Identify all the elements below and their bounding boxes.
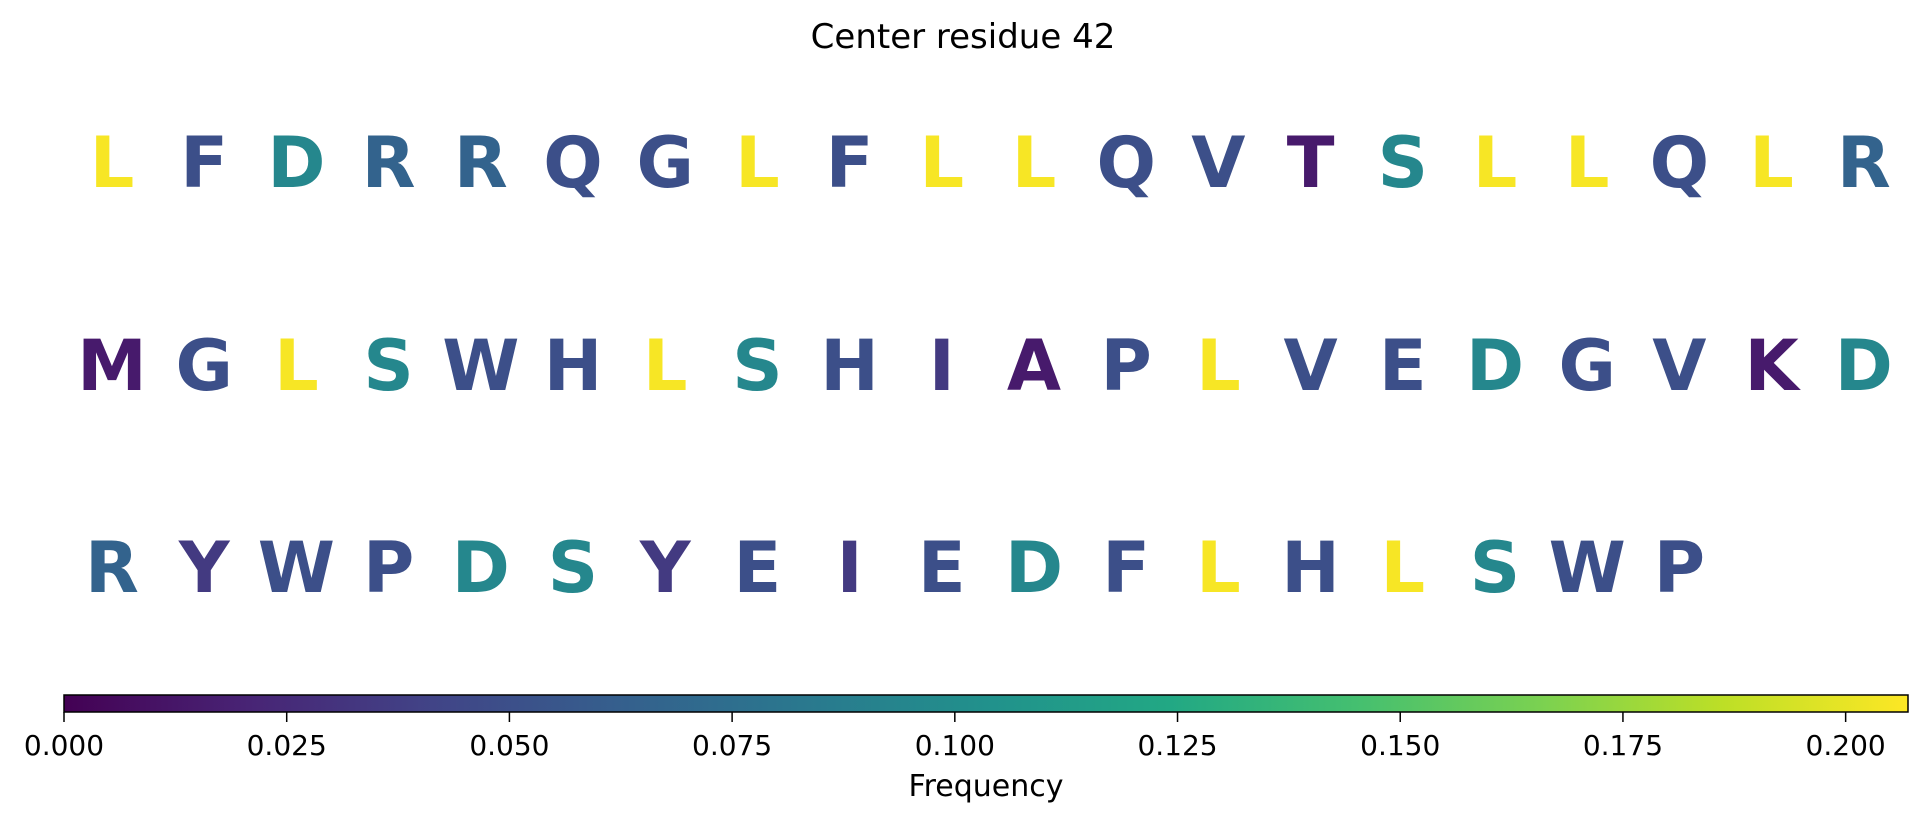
colorbar-tick-label: 0.100 xyxy=(915,729,995,762)
residue-letter: M xyxy=(77,325,147,407)
residue-letter: L xyxy=(90,122,135,204)
colorbar-tick-label: 0.050 xyxy=(469,729,549,762)
residue-letter: V xyxy=(1284,325,1338,407)
residue-letter: L xyxy=(1749,122,1794,204)
residue-letter: L xyxy=(1565,122,1610,204)
colorbar-ticks: 0.000 0.025 0.050 0.075 0.100 0.125 0.150 0.175… xyxy=(24,712,1886,762)
residue-letter: E xyxy=(733,527,781,609)
residue-letter: S xyxy=(548,527,598,609)
colorbar-tick-label: 0.075 xyxy=(692,729,772,762)
residue-letter: D xyxy=(1005,527,1063,609)
residue-letter: W xyxy=(442,325,519,407)
residue-letter: L xyxy=(1196,527,1241,609)
residue-letter: I xyxy=(837,527,863,609)
residue-letter: F xyxy=(826,122,874,204)
residue-letter: R xyxy=(454,122,508,204)
residue-letter: D xyxy=(452,527,510,609)
chart-title: Center residue 42 xyxy=(811,17,1116,57)
residue-letter: L xyxy=(1012,122,1057,204)
residue-letter: S xyxy=(363,325,413,407)
residue-letter: Y xyxy=(639,527,692,609)
residue-letter: R xyxy=(85,527,139,609)
residue-letter: L xyxy=(1473,122,1518,204)
residue-letter: L xyxy=(919,122,964,204)
residue-letter: S xyxy=(1470,527,1520,609)
colorbar-tick-label: 0.150 xyxy=(1360,729,1440,762)
residue-letter: S xyxy=(1378,122,1428,204)
residue-letter: H xyxy=(820,325,879,407)
residue-letter: L xyxy=(274,325,319,407)
residue-letter: V xyxy=(1191,122,1245,204)
residue-letter: K xyxy=(1744,325,1801,407)
residue-letter: E xyxy=(1379,325,1427,407)
residue-letter: V xyxy=(1652,325,1706,407)
residue-letter: R xyxy=(1837,122,1891,204)
residue-letter: Q xyxy=(543,122,603,204)
residue-letter: G xyxy=(1558,325,1615,407)
residue-letter: T xyxy=(1287,122,1335,204)
residue-letter: L xyxy=(1196,325,1241,407)
residue-letter: Y xyxy=(178,527,231,609)
residue-letter: R xyxy=(362,122,416,204)
residue-letter: D xyxy=(1466,325,1524,407)
residue-letter: A xyxy=(1007,325,1061,407)
colorbar-tick-label: 0.025 xyxy=(247,729,327,762)
residue-letter: D xyxy=(267,122,325,204)
colorbar-tick-label: 0.175 xyxy=(1583,729,1663,762)
residue-letter: F xyxy=(180,122,228,204)
colorbar: 0.000 0.025 0.050 0.075 0.100 0.125 0.150 0.175… xyxy=(24,694,1909,804)
residue-letter: W xyxy=(258,527,335,609)
residue-letter: L xyxy=(1380,527,1425,609)
colorbar-tick-label: 0.125 xyxy=(1137,729,1217,762)
residue-letter: G xyxy=(636,122,693,204)
residue-letter: S xyxy=(732,325,782,407)
residue-letter: H xyxy=(1281,527,1340,609)
residue-letter: E xyxy=(918,527,966,609)
residue-letter: I xyxy=(929,325,955,407)
residue-letter: P xyxy=(1101,325,1152,407)
colorbar-gradient xyxy=(63,694,1909,713)
residue-letter: D xyxy=(1835,325,1893,407)
colorbar-tick-label: 0.200 xyxy=(1806,729,1886,762)
residue-letter: Q xyxy=(1650,122,1710,204)
residue-letter: P xyxy=(363,527,414,609)
residue-letter: H xyxy=(544,325,603,407)
residue-letter: P xyxy=(1654,527,1705,609)
residue-letter: G xyxy=(175,325,232,407)
residue-letter: W xyxy=(1549,527,1626,609)
residue-letter: L xyxy=(735,122,780,204)
residue-grid: L F D R R Q G L F L L Q V T S L L Q L RM G L S W H L S H I A P L V E D G V K D… xyxy=(77,122,1893,609)
residue-letter: Q xyxy=(1096,122,1156,204)
colorbar-label: Frequency xyxy=(909,769,1064,804)
colorbar-tick-label: 0.000 xyxy=(24,729,104,762)
residue-letter: F xyxy=(1102,527,1150,609)
residue-letter: L xyxy=(643,325,688,407)
